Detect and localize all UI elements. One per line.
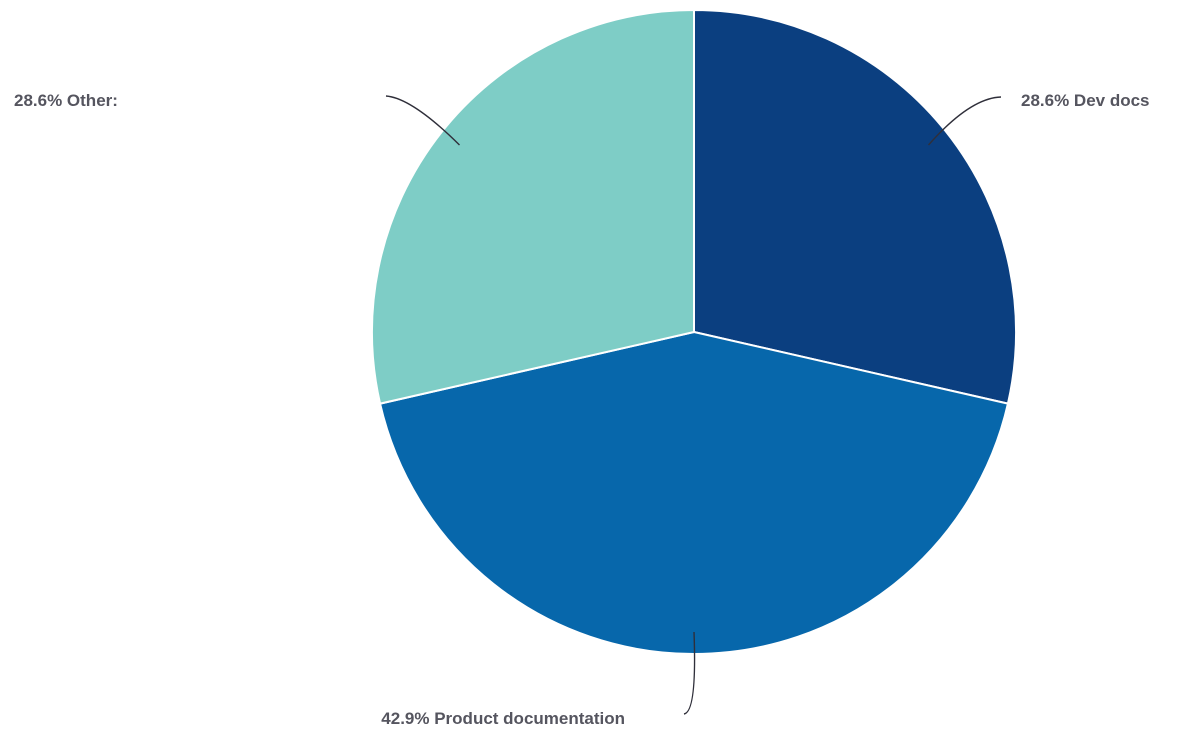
leader-line bbox=[683, 631, 696, 715]
slice-label: 28.6% Other: bbox=[14, 91, 118, 110]
pie-slice-other bbox=[371, 8, 695, 405]
slice-label: 28.6% Dev docs bbox=[1021, 91, 1150, 110]
pie-slices bbox=[371, 8, 1017, 656]
pie-slice-dev-docs bbox=[693, 8, 1017, 405]
leader-lines bbox=[385, 95, 1002, 715]
leader-line bbox=[385, 95, 460, 146]
slice-label: 42.9% Product documentation bbox=[381, 709, 625, 728]
slice-labels: 28.6% Dev docs 42.9% Product documentatio… bbox=[14, 91, 1150, 728]
leader-line bbox=[927, 96, 1002, 146]
